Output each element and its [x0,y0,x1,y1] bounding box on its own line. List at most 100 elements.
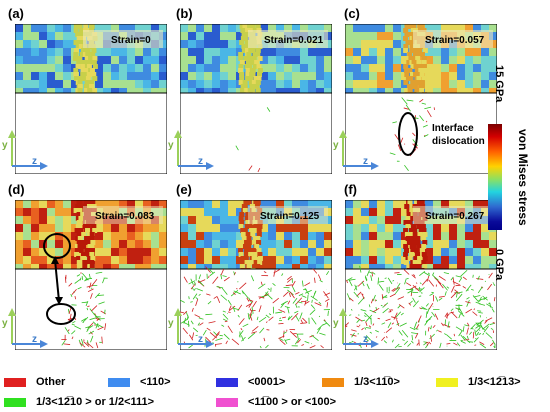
legend-swatch-110 [108,377,130,387]
strain-label-f: Strain=0.267 [425,211,485,222]
strain-box-e [248,206,328,224]
axes-indicator-c: y z [333,130,379,172]
dislocations-c [389,97,435,171]
legend-item-110: <110> [108,376,171,388]
axes-arrows-a [8,130,48,170]
y-axis-label-b: y [168,140,174,151]
axes-indicator-f: y z [333,308,379,350]
dislocations-e [180,266,331,349]
panel-b-svg: Strain=0.021 [180,24,332,174]
axes-arrows-b [174,130,214,170]
dislocations-f [345,265,496,349]
panel-label-c: (c) [344,6,360,21]
dislocations-d [61,271,108,349]
z-axis-label-c: z [363,156,368,167]
y-axis-label-c: y [333,140,339,151]
annotation-line-2: dislocation [432,136,485,147]
axes-arrows-c [339,130,379,170]
legend-label-1100: 1/3<11̅0> [354,376,400,388]
panel-label-d: (d) [8,182,25,197]
strain-label-c: Strain=0.057 [425,35,485,46]
legend-item-0001: <0001> [216,376,285,388]
legend-swatch-1100 [322,377,344,387]
legend-label-110: <110> [140,376,171,388]
panel-label-a: (a) [8,6,24,21]
strain-label-a: Strain=0 [111,35,151,46]
legend-item-1210: 1/3<12̅10 > or 1/2<111> [4,396,154,408]
dislocations-b [235,107,271,173]
y-axis-label-e: y [168,318,174,329]
legend-label-1100-100: <11̅00 > or <100> [248,396,337,408]
panel-c-svg: Strain=0.057 [345,24,497,174]
panel-f-svg: Strain=0.267 [345,200,497,350]
legend-label-0001: <0001> [248,376,286,388]
dislocation-frame-b [180,92,332,174]
legend-item-1100: 1/3<11̅0> [322,376,400,388]
correlation-arrow [54,259,60,302]
axes-indicator-b: y z [168,130,214,172]
annotation-line-1: Interface [432,123,474,134]
strain-box-b [248,30,328,48]
axes-arrows-d [8,308,48,348]
strain-box-d [83,206,163,224]
axes-indicator-d: y z [2,308,48,350]
panel-c: Strain=0.057 [345,24,497,174]
panel-e: Strain=0.125 [180,200,332,350]
legend-swatch-1213 [436,377,458,387]
y-axis-label-d: y [2,318,8,329]
z-axis-label-a: z [32,156,37,167]
panel-b: Strain=0.021 [180,24,332,174]
colorbar-min-label: 0 GPa [493,249,505,281]
axes-indicator-a: y z [2,130,48,172]
legend-swatch-1210 [4,397,26,407]
legend-label-1213: 1/3<12̅13> [468,376,521,388]
colorbar-title: von Mises stress [516,129,530,226]
legend-item-1213: 1/3<12̅13> [436,376,521,388]
z-axis-label-f: z [363,334,368,345]
axes-indicator-e: y z [168,308,214,350]
colorbar [488,124,502,230]
y-axis-label-a: y [2,140,8,151]
legend-swatch-other [4,377,26,387]
panel-a: Strain=0 [15,24,167,174]
legend-item-other: Other [4,376,65,388]
panel-a-svg: Strain=0 [15,24,167,174]
arrowhead-up [51,256,59,264]
panel-d-svg: Strain=0.083 [15,200,167,350]
stress-map-c [345,24,497,97]
legend-item-1100-100: <11̅00 > or <100> [216,396,336,408]
strain-box-f [413,206,493,224]
panel-f: Strain=0.267 [345,200,497,350]
strain-label-e: Strain=0.125 [260,211,320,222]
panel-d: Strain=0.083 [15,200,167,350]
z-axis-label-d: z [32,334,37,345]
legend-swatch-1100-100 [216,397,238,407]
z-axis-label-b: z [198,156,203,167]
legend-label-other: Other [36,376,66,388]
legend-label-1210: 1/3<12̅10 > or 1/2<111> [36,396,155,408]
colorbar-max-label: 15 GPa [493,65,505,103]
interface-dislocation-annotation: Interface dislocation [432,122,485,148]
panel-label-b: (b) [176,6,193,21]
legend: Other <110> <0001> 1/3<11̅0> 1/3<12̅13> … [0,370,550,412]
legend-swatch-0001 [216,377,238,387]
interface-dislocation-circle [398,112,418,156]
strain-box-a [83,30,163,48]
y-axis-label-f: y [333,318,339,329]
dislocation-frame-d [15,268,167,350]
dislocation-frame-a [15,92,167,174]
strain-box-c [413,30,493,48]
arrowhead-down [55,297,63,305]
dislocation-source-circle [46,303,76,325]
axes-arrows-e [174,308,214,348]
axes-arrows-f [339,308,379,348]
stress-hotspot-circle [43,233,71,259]
dislocation-frame-e [180,268,332,350]
strain-label-b: Strain=0.021 [264,35,324,46]
panel-label-f: (f) [344,182,357,197]
dislocation-frame-c [345,92,497,174]
panel-e-svg: Strain=0.125 [180,200,332,350]
strain-label-d: Strain=0.083 [95,211,155,222]
z-axis-label-e: z [198,334,203,345]
panel-label-e: (e) [176,182,192,197]
